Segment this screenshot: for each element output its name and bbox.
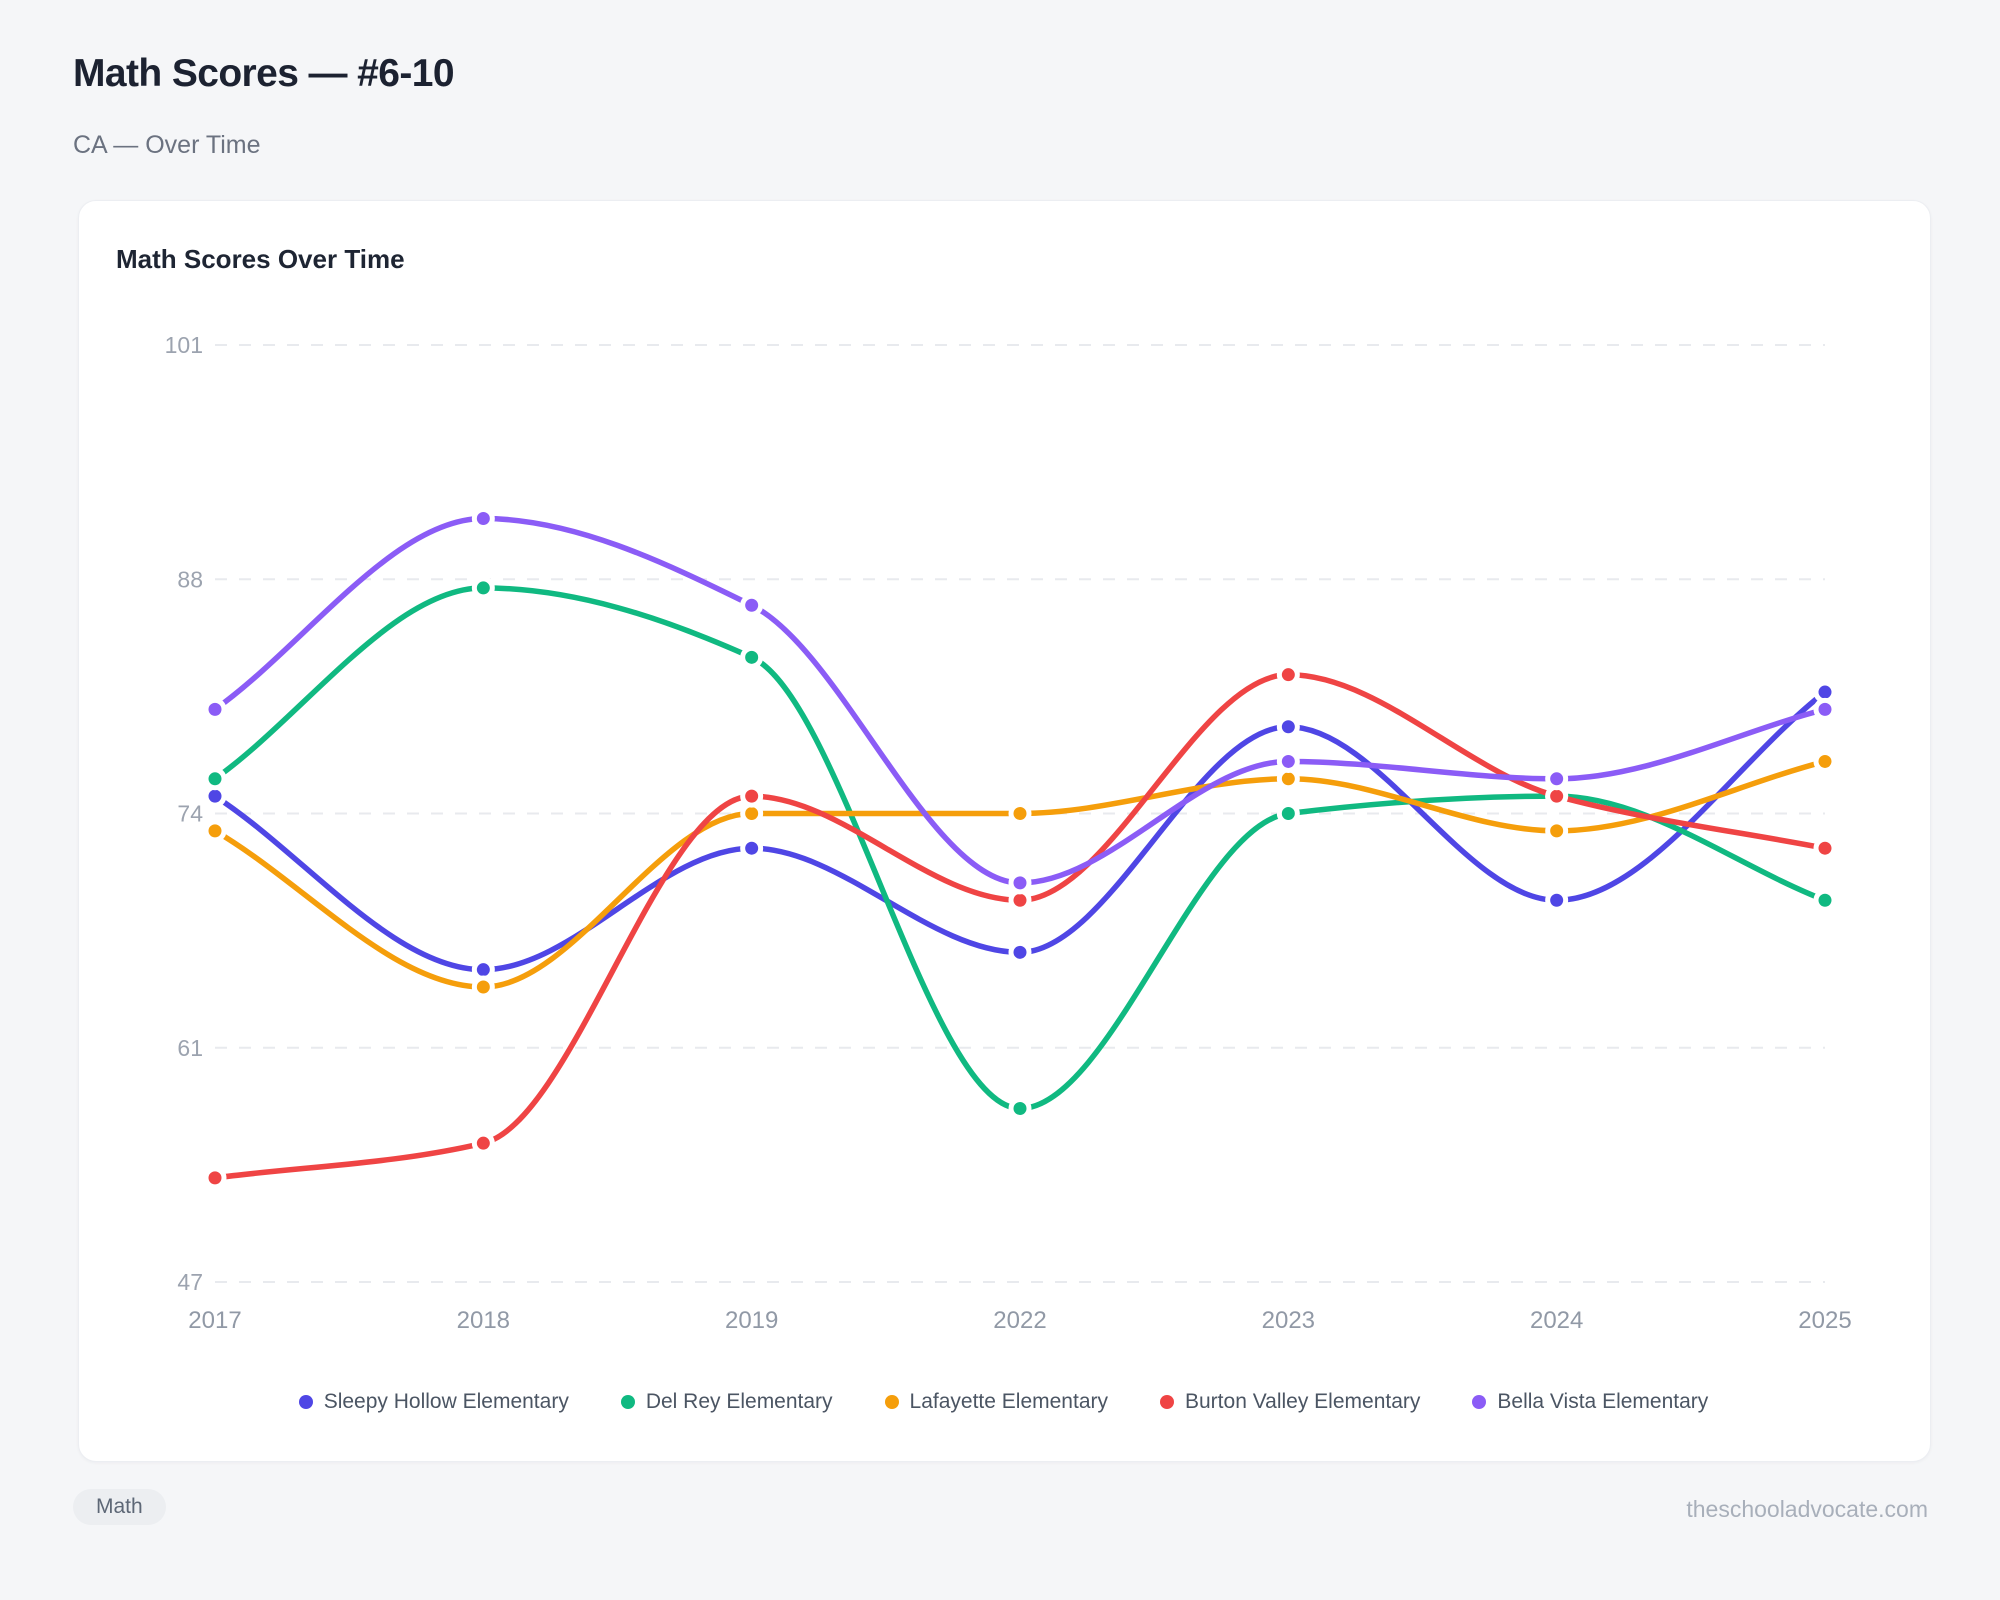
legend-item-burton-valley[interactable]: Burton Valley Elementary (1160, 1390, 1420, 1414)
chart-title: Math Scores Over Time (116, 244, 405, 274)
site-credit: theschooladvocate.com (1686, 1496, 1928, 1522)
subject-badge: Math (73, 1489, 166, 1525)
legend-dot-icon (1472, 1395, 1487, 1409)
legend-dot-icon (884, 1395, 899, 1409)
legend-dot-icon (1160, 1395, 1174, 1409)
legend-label: Bella Vista Elementary (1497, 1390, 1709, 1413)
legend-label: Sleepy Hollow Elementary (323, 1390, 569, 1413)
legend-label: Lafayette Elementary (909, 1390, 1108, 1413)
legend-label: Burton Valley Elementary (1185, 1390, 1421, 1413)
legend-dot-icon (620, 1395, 635, 1409)
legend-item-bella-vista[interactable]: Bella Vista Elementary (1472, 1390, 1708, 1414)
legend-item-lafayette[interactable]: Lafayette Elementary (884, 1390, 1108, 1414)
legend-item-del-rey[interactable]: Del Rey Elementary (620, 1390, 833, 1414)
page-subtitle: CA — Over Time (73, 131, 261, 159)
chart-legend: Sleepy Hollow Elementary Del Rey Element… (78, 1390, 1929, 1414)
page-title: Math Scores — #6-10 (73, 52, 455, 95)
chart-card (78, 200, 1931, 1462)
legend-dot-icon (298, 1395, 313, 1409)
legend-item-sleepy-hollow[interactable]: Sleepy Hollow Elementary (298, 1390, 569, 1414)
legend-label: Del Rey Elementary (645, 1390, 833, 1413)
